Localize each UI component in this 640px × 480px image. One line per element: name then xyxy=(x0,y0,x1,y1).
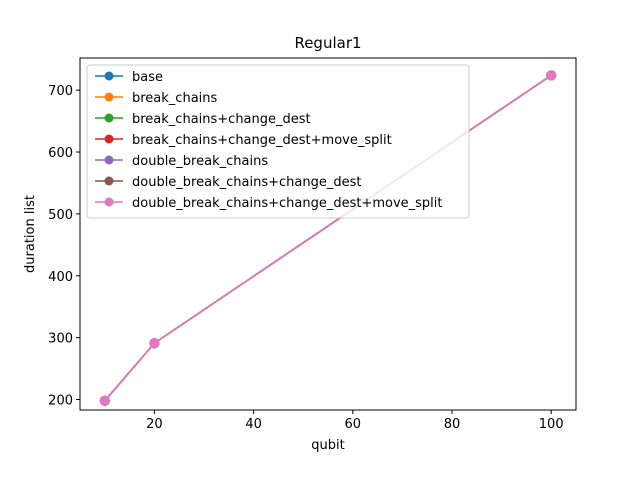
x-tick-label: 20 xyxy=(146,417,163,432)
legend-item: break_chains+change_dest xyxy=(95,112,311,127)
x-axis-ticks: 20 40 60 80 100 xyxy=(146,410,564,432)
legend-label: base xyxy=(132,70,163,85)
legend-marker xyxy=(104,197,114,207)
legend-item: double_break_chains xyxy=(95,154,268,169)
y-axis-label: duration list xyxy=(23,195,38,273)
legend-label: double_break_chains xyxy=(132,154,268,169)
legend-item: double_break_chains+change_dest xyxy=(95,175,361,190)
x-tick-label: 60 xyxy=(345,417,362,432)
legend-marker xyxy=(104,113,114,123)
y-tick-label: 200 xyxy=(48,393,73,408)
x-axis-label: qubit xyxy=(311,438,344,453)
y-tick-label: 500 xyxy=(48,208,73,223)
y-tick-label: 600 xyxy=(48,146,73,161)
legend-label: break_chains+change_dest+move_split xyxy=(132,133,392,148)
legend-marker xyxy=(104,92,114,102)
x-tick-label: 80 xyxy=(444,417,461,432)
y-axis-ticks: 200 300 400 500 600 700 xyxy=(48,84,80,408)
legend: base break_chains break_chains+change_dest… xyxy=(86,64,470,219)
y-tick-label: 300 xyxy=(48,332,73,347)
legend-marker xyxy=(104,155,114,165)
legend-label: double_break_chains+change_dest xyxy=(132,175,361,190)
y-tick-label: 400 xyxy=(48,270,73,285)
legend-item: break_chains xyxy=(95,91,218,106)
legend-label: break_chains xyxy=(132,91,218,106)
legend-item: break_chains+change_dest+move_split xyxy=(95,133,392,148)
legend-label: double_break_chains+change_dest+move_spl… xyxy=(132,196,443,211)
data-point xyxy=(99,395,110,406)
chart-title: Regular1 xyxy=(294,34,361,52)
legend-marker xyxy=(104,176,114,186)
x-tick-label: 40 xyxy=(245,417,262,432)
data-point xyxy=(149,338,160,349)
legend-item: base xyxy=(95,70,163,85)
legend-box xyxy=(86,64,470,219)
legend-marker xyxy=(104,134,114,144)
plot-frame xyxy=(79,57,577,411)
legend-label: break_chains+change_dest xyxy=(132,112,311,127)
data-point xyxy=(546,70,557,81)
y-tick-label: 700 xyxy=(48,84,73,99)
legend-item: double_break_chains+change_dest+move_spl… xyxy=(95,196,443,211)
legend-marker xyxy=(104,71,114,81)
x-tick-label: 100 xyxy=(539,417,564,432)
